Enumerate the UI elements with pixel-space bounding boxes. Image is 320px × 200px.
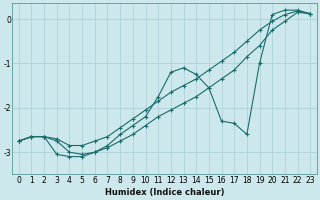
X-axis label: Humidex (Indice chaleur): Humidex (Indice chaleur) bbox=[105, 188, 224, 197]
